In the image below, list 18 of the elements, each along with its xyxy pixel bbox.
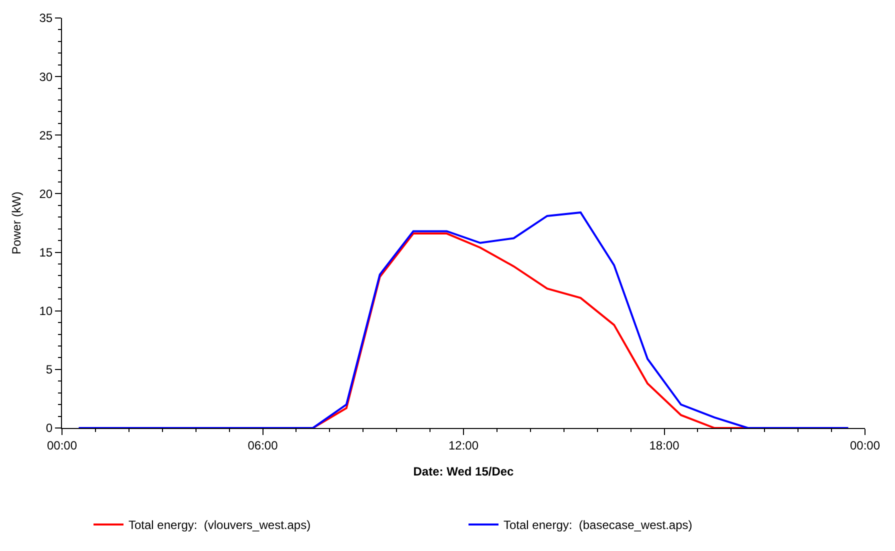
y-tick-label: 20 bbox=[39, 186, 53, 201]
x-tick-label: 06:00 bbox=[248, 438, 278, 452]
x-tick-label: 00:00 bbox=[46, 438, 78, 452]
legend-label: Total energy: (vlouvers_west.aps) bbox=[128, 518, 311, 532]
x-axis-title: Date: Wed 15/Dec bbox=[413, 464, 514, 478]
y-tick-label: 5 bbox=[46, 362, 53, 377]
y-tick-label: 10 bbox=[39, 304, 53, 318]
x-tick-label: 00:00 bbox=[850, 438, 880, 452]
y-tick-label: 15 bbox=[39, 245, 53, 260]
y-tick-label: 25 bbox=[39, 128, 53, 142]
y-tick-label: 0 bbox=[46, 421, 53, 436]
line-series bbox=[78, 211, 850, 428]
legend-label: Total energy: (basecase_west.aps) bbox=[504, 518, 692, 532]
y-axis-title: Power (kW) bbox=[10, 192, 24, 254]
x-tick-label: 12:00 bbox=[448, 438, 479, 452]
x-tick-label: 18:00 bbox=[649, 438, 680, 452]
y-tick-label: 30 bbox=[39, 70, 53, 84]
y-tick-label: 35 bbox=[39, 11, 53, 26]
